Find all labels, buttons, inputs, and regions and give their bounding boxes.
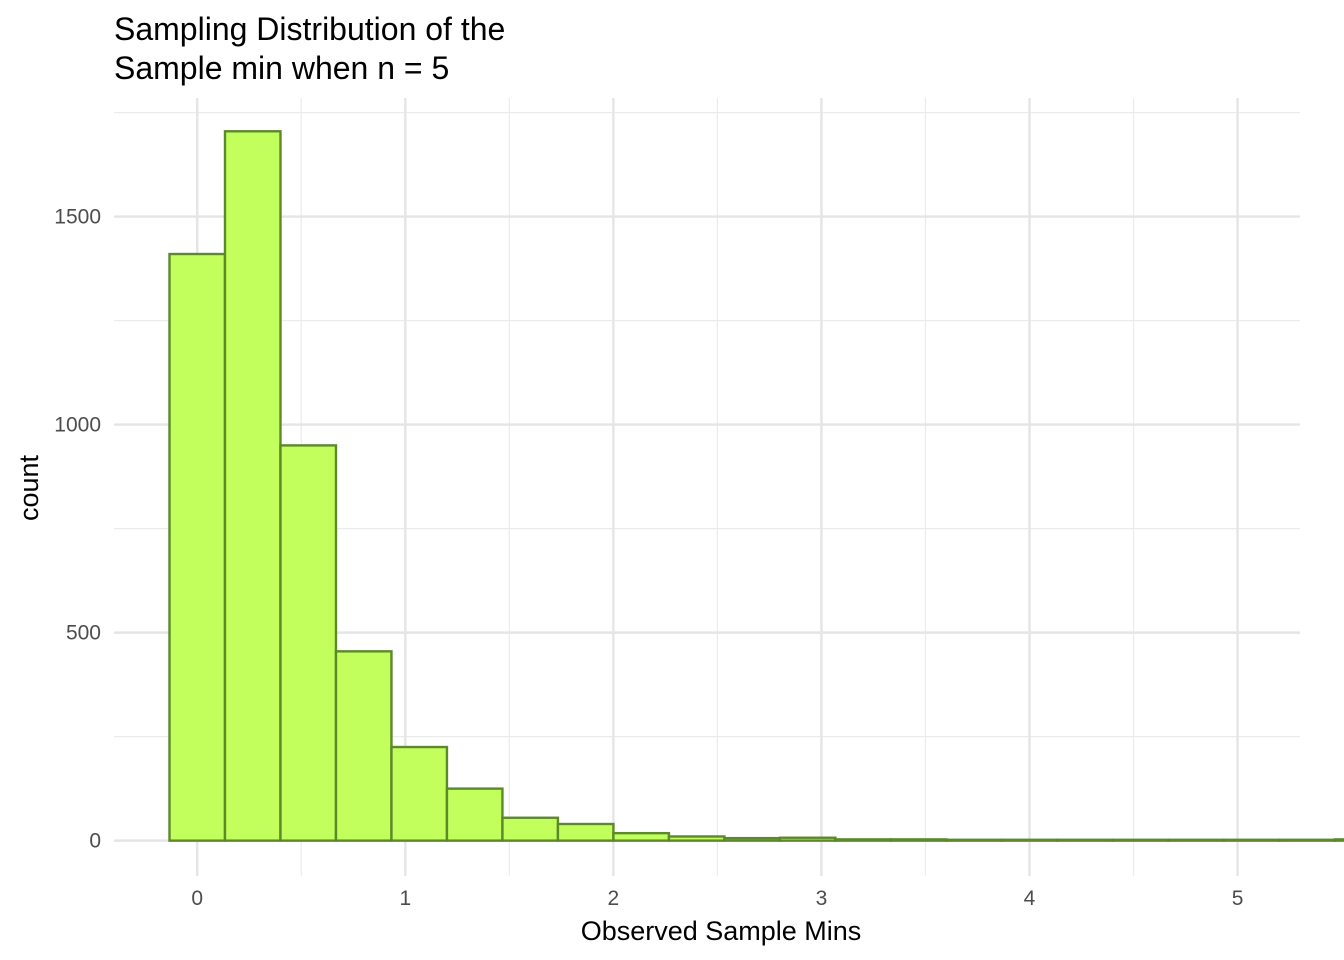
histogram-bar xyxy=(279,444,338,842)
y-axis-title: count xyxy=(14,454,44,521)
histogram-bar xyxy=(168,252,227,842)
histogram-bar xyxy=(1111,838,1170,842)
y-tick-label: 0 xyxy=(89,830,101,853)
tick-layer: 0 1 2 3 4 5 0 500 1000 1500 xyxy=(54,206,1243,910)
bar-layer xyxy=(168,130,1344,842)
histogram-bar xyxy=(390,745,449,842)
histogram-bar xyxy=(1000,838,1059,842)
histogram-bar xyxy=(778,836,837,842)
histogram-bar xyxy=(445,787,504,842)
histogram-bar xyxy=(945,838,1004,842)
histogram-bar xyxy=(1222,838,1281,842)
histogram-bar xyxy=(556,822,615,842)
x-tick-label: 1 xyxy=(399,887,411,910)
histogram-bar xyxy=(1056,838,1115,842)
histogram-bar xyxy=(1278,838,1337,842)
histogram-bar xyxy=(612,831,671,842)
histogram-bar xyxy=(834,838,893,842)
histogram-bar xyxy=(723,836,782,842)
y-tick-label: 500 xyxy=(66,622,101,645)
histogram-bar xyxy=(334,650,393,842)
histogram-bar xyxy=(223,130,282,842)
x-tick-label: 4 xyxy=(1024,887,1036,910)
x-axis-title: Observed Sample Mins xyxy=(581,916,862,946)
histogram-bar xyxy=(1167,838,1226,842)
x-tick-label: 2 xyxy=(608,887,620,910)
y-tick-label: 1000 xyxy=(54,414,101,437)
x-tick-label: 3 xyxy=(816,887,828,910)
histogram-bar xyxy=(501,816,560,842)
chart-title-line-2: Sample min when n = 5 xyxy=(114,50,449,86)
histogram-bar xyxy=(889,838,948,842)
histogram-bar xyxy=(667,835,726,842)
y-tick-label: 1500 xyxy=(54,206,101,229)
histogram-bar xyxy=(1333,838,1344,842)
x-tick-label: 0 xyxy=(191,887,203,910)
chart-title-line-1: Sampling Distribution of the xyxy=(114,11,505,47)
x-tick-label: 5 xyxy=(1232,887,1244,910)
